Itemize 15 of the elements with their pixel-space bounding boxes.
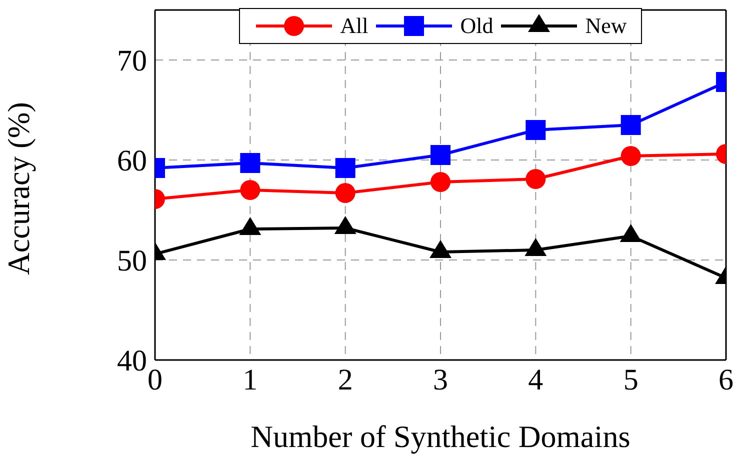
x-tick-label: 0 [148,363,162,396]
legend-label: Old [460,13,494,39]
y-tick-label: 50 [117,244,147,278]
y-tick-label: 60 [117,144,147,178]
x-tick-label: 5 [623,363,638,396]
x-tick-label: 3 [433,363,448,396]
x-tick-label: 4 [528,363,544,396]
legend-label: New [585,13,627,39]
y-tick-label: 70 [117,44,147,78]
legend-label: All [340,13,368,39]
y-tick-label: 40 [117,344,147,378]
x-tick-label: 6 [718,363,734,396]
x-tick-label: 1 [242,363,258,396]
x-tick-label: 2 [338,363,353,396]
x-axis-title: Number of Synthetic Domains [250,419,630,454]
